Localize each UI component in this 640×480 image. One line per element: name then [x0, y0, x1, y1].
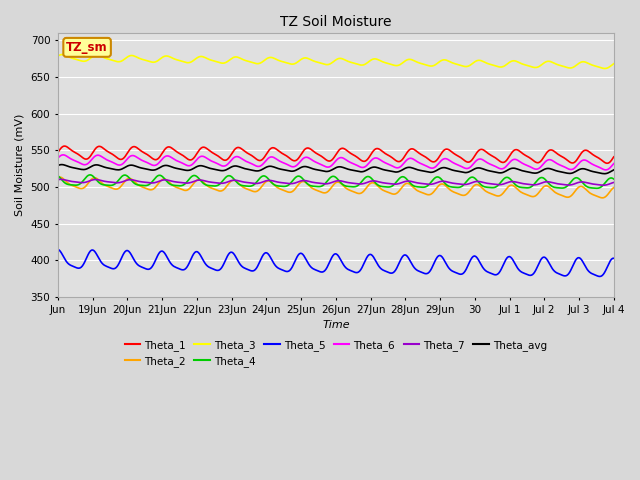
Theta_2 — [464, 191, 472, 196]
Y-axis label: Soil Moisture (mV): Soil Moisture (mV) — [15, 114, 25, 216]
Theta_3 — [464, 63, 472, 69]
Theta_7 — [610, 180, 618, 185]
Theta_5 — [392, 267, 399, 273]
Theta_6 — [560, 164, 568, 169]
Theta_2 — [56, 174, 64, 180]
Theta_avg — [54, 163, 62, 168]
Theta_4 — [593, 185, 600, 191]
Legend: Theta_1, Theta_2, Theta_3, Theta_4, Theta_5, Theta_6, Theta_7, Theta_avg: Theta_1, Theta_2, Theta_3, Theta_4, Thet… — [120, 336, 551, 371]
Theta_4 — [393, 179, 401, 184]
Theta_3 — [560, 63, 568, 69]
Theta_2 — [393, 191, 401, 196]
Theta_1 — [54, 150, 62, 156]
Theta_1 — [61, 143, 68, 149]
Theta_avg — [366, 165, 374, 171]
Theta_2 — [228, 178, 236, 183]
Line: Theta_7: Theta_7 — [58, 180, 614, 185]
Theta_avg — [600, 171, 608, 177]
Theta_6 — [610, 161, 618, 167]
Theta_3 — [290, 61, 298, 67]
Theta_3 — [600, 66, 608, 72]
Line: Theta_6: Theta_6 — [58, 155, 614, 170]
Theta_7 — [560, 182, 568, 188]
Line: Theta_2: Theta_2 — [58, 177, 614, 198]
Theta_2 — [290, 188, 298, 193]
Line: Theta_3: Theta_3 — [58, 55, 614, 69]
Theta_1 — [560, 155, 568, 161]
Theta_4 — [228, 174, 236, 180]
Theta_1 — [366, 153, 374, 158]
Theta_4 — [560, 185, 568, 191]
Theta_3 — [59, 52, 67, 58]
Theta_4 — [86, 172, 94, 178]
Theta_5 — [463, 266, 470, 272]
Theta_3 — [228, 55, 236, 61]
Line: Theta_4: Theta_4 — [58, 175, 614, 188]
Theta_avg — [560, 169, 568, 175]
Theta_6 — [464, 166, 472, 171]
Text: TZ_sm: TZ_sm — [67, 41, 108, 54]
Theta_5 — [365, 252, 372, 258]
Theta_5 — [227, 249, 235, 255]
Theta_avg — [58, 162, 65, 168]
Theta_5 — [289, 264, 296, 270]
Theta_6 — [602, 167, 609, 173]
Line: Theta_5: Theta_5 — [58, 250, 614, 276]
Theta_1 — [290, 158, 298, 164]
Theta_4 — [54, 173, 62, 179]
Theta_3 — [610, 61, 618, 67]
Theta_1 — [393, 158, 401, 164]
Theta_6 — [290, 164, 298, 169]
Theta_1 — [610, 154, 618, 160]
Theta_7 — [228, 178, 236, 183]
Theta_2 — [560, 193, 568, 199]
Theta_avg — [290, 168, 298, 174]
Theta_avg — [464, 169, 472, 175]
Theta_6 — [59, 152, 67, 158]
Theta_avg — [610, 167, 618, 173]
Line: Theta_avg: Theta_avg — [58, 165, 614, 174]
Theta_7 — [54, 177, 62, 182]
X-axis label: Time: Time — [322, 320, 349, 330]
Line: Theta_1: Theta_1 — [58, 146, 614, 163]
Theta_4 — [464, 178, 472, 183]
Theta_7 — [464, 181, 472, 187]
Theta_avg — [393, 169, 401, 175]
Theta_7 — [393, 181, 401, 187]
Theta_4 — [290, 177, 298, 182]
Theta_7 — [290, 180, 298, 186]
Theta_5 — [559, 273, 566, 278]
Theta_5 — [596, 274, 604, 279]
Theta_3 — [393, 63, 401, 69]
Theta_5 — [54, 247, 62, 252]
Title: TZ Soil Moisture: TZ Soil Moisture — [280, 15, 392, 29]
Theta_avg — [228, 164, 236, 169]
Theta_1 — [228, 150, 236, 156]
Theta_2 — [366, 181, 374, 187]
Theta_7 — [600, 182, 607, 188]
Theta_6 — [393, 165, 401, 171]
Theta_4 — [610, 176, 618, 182]
Theta_2 — [610, 185, 618, 191]
Theta_3 — [366, 58, 374, 63]
Theta_3 — [54, 53, 62, 59]
Theta_7 — [56, 177, 64, 182]
Theta_6 — [366, 159, 374, 165]
Theta_4 — [366, 174, 374, 180]
Theta_2 — [54, 175, 62, 180]
Theta_2 — [598, 195, 606, 201]
Theta_1 — [603, 160, 611, 166]
Theta_7 — [366, 179, 374, 184]
Theta_6 — [228, 156, 236, 162]
Theta_5 — [610, 255, 618, 261]
Theta_1 — [464, 159, 472, 165]
Theta_6 — [54, 155, 62, 161]
